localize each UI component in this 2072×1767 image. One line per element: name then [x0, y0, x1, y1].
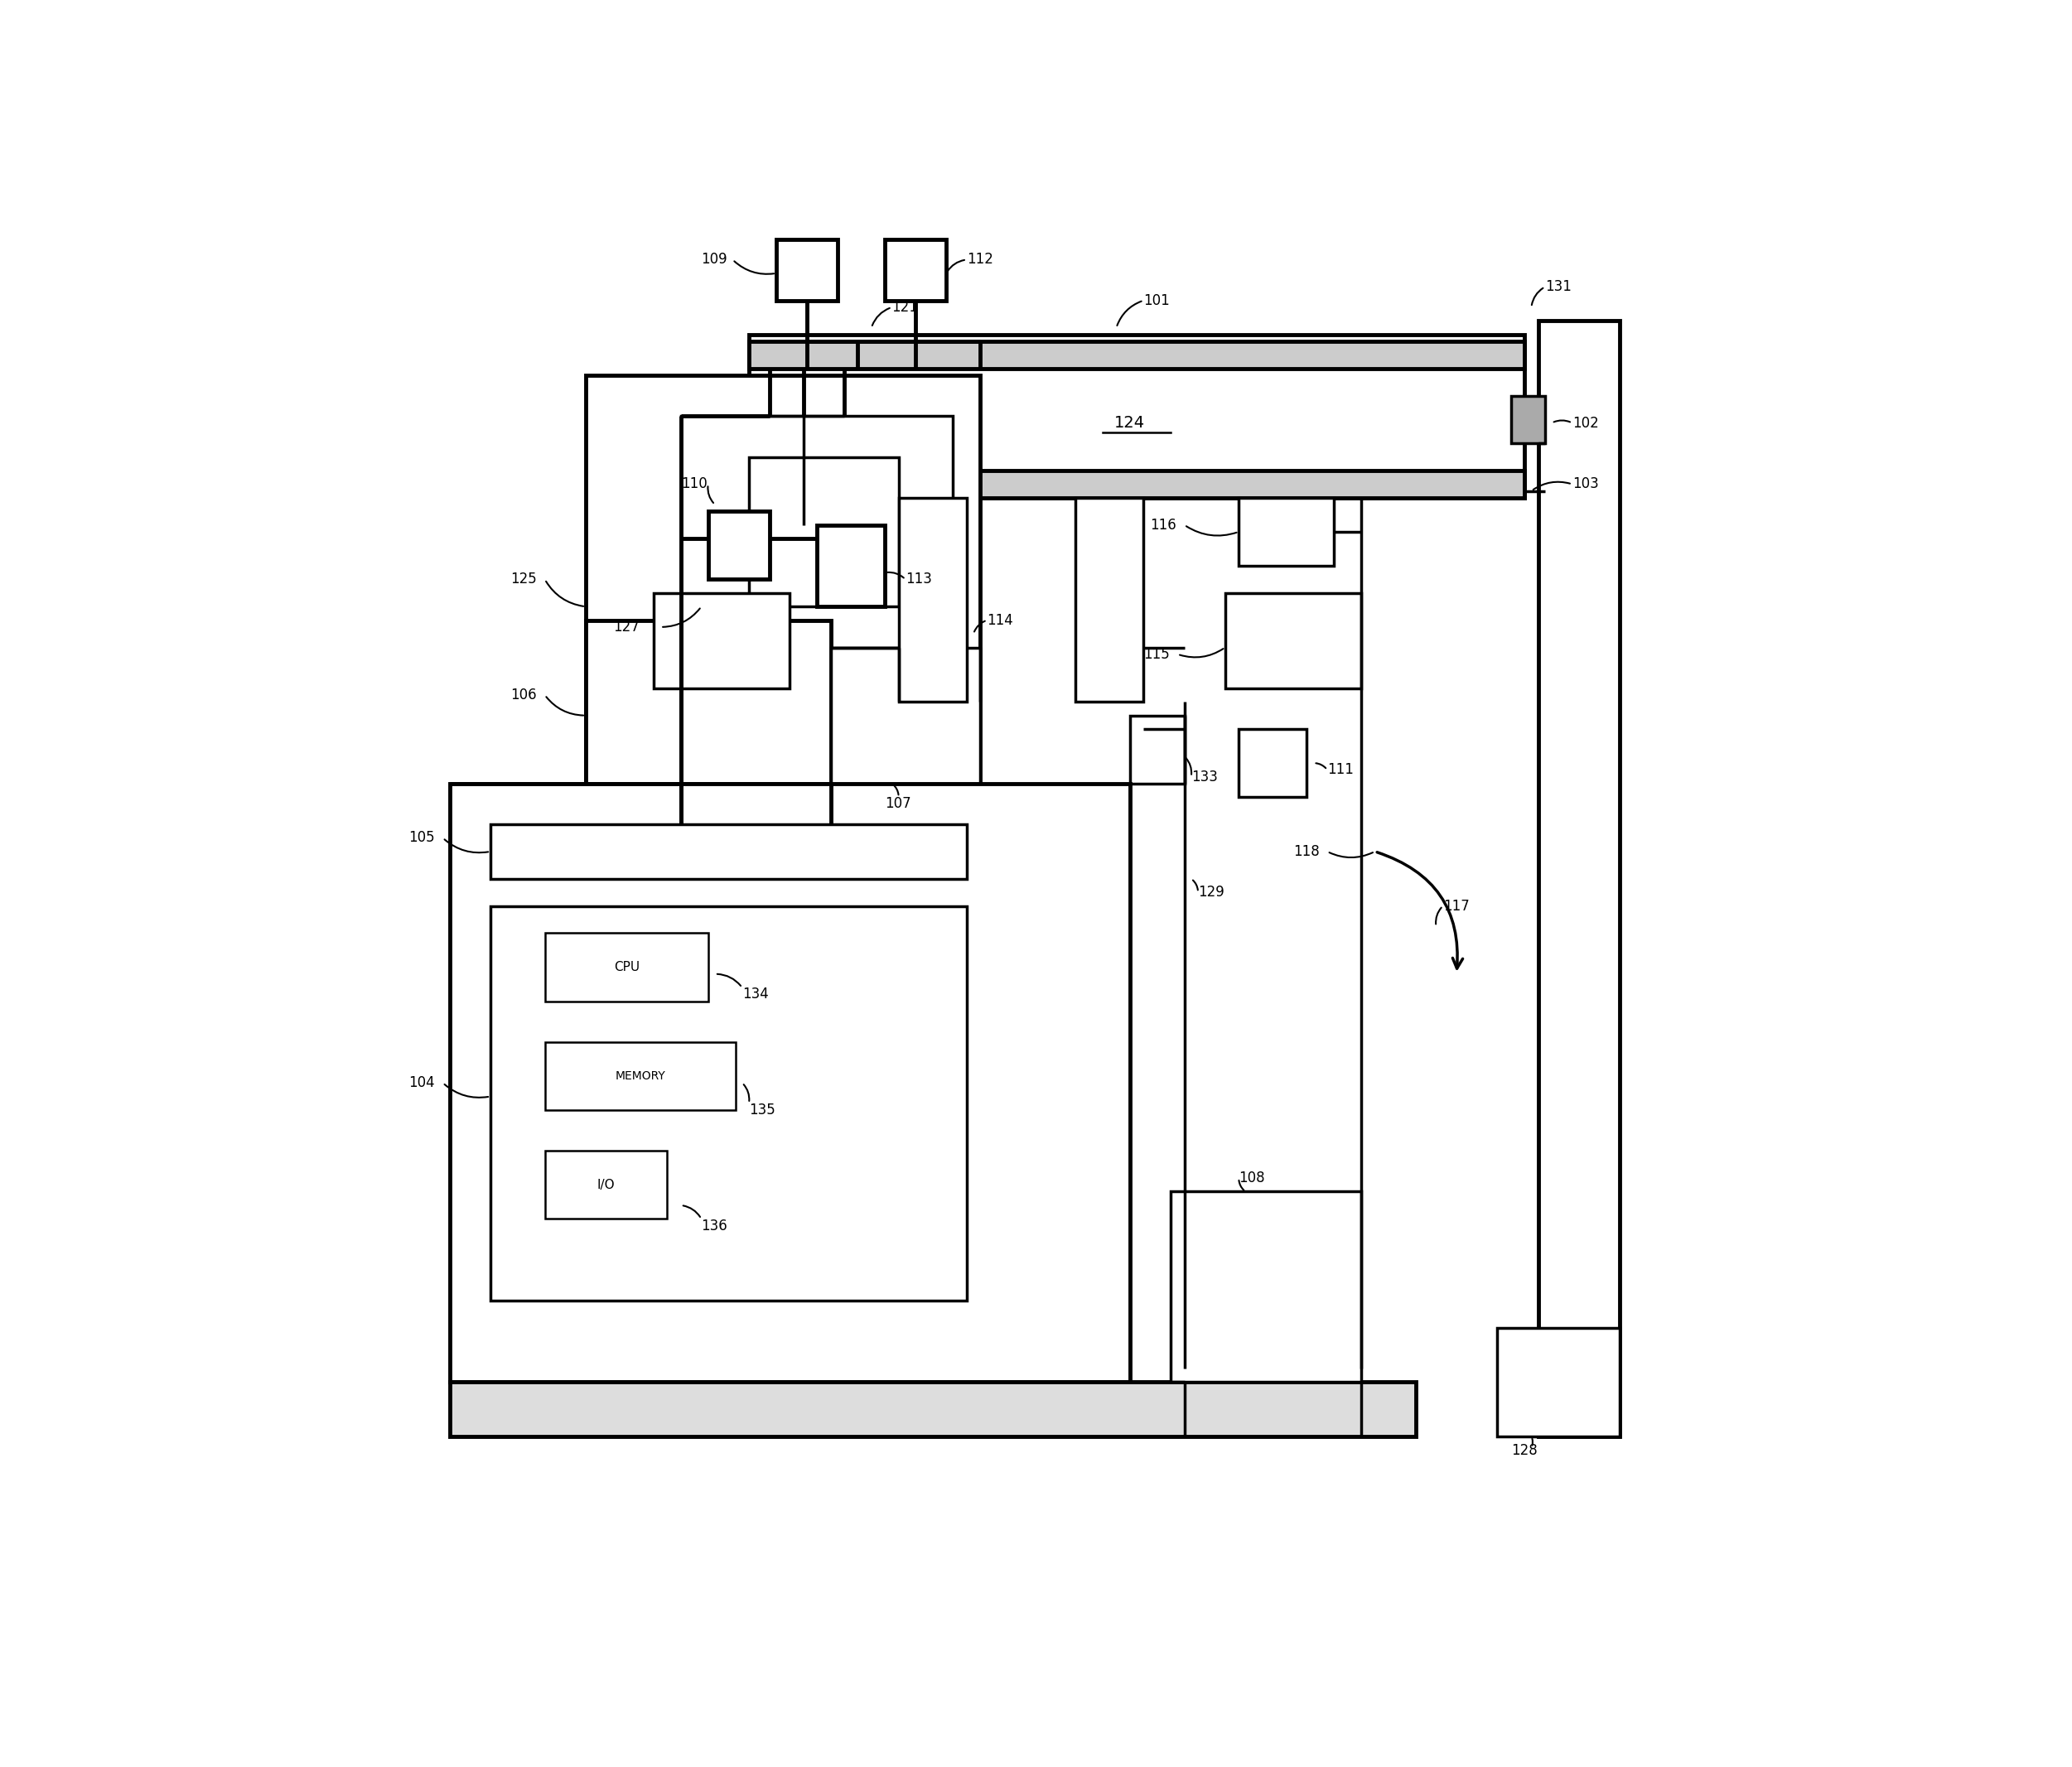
Text: 134: 134 — [742, 988, 769, 1002]
Bar — [1225, 594, 1361, 687]
Bar — [1537, 322, 1620, 1437]
Text: 117: 117 — [1442, 898, 1469, 914]
Text: 113: 113 — [905, 573, 932, 587]
Text: 135: 135 — [748, 1103, 775, 1117]
Bar — [545, 933, 709, 1002]
Text: 114: 114 — [986, 613, 1013, 627]
Bar — [491, 906, 968, 1301]
Text: 111: 111 — [1328, 762, 1353, 777]
Bar — [816, 525, 885, 606]
Text: 133: 133 — [1191, 769, 1218, 785]
Bar — [1498, 1327, 1620, 1437]
Bar — [1129, 716, 1185, 783]
Bar — [450, 1382, 1415, 1437]
Bar — [450, 783, 1129, 1382]
Text: 104: 104 — [408, 1076, 435, 1090]
Bar — [748, 334, 1525, 498]
Text: 103: 103 — [1573, 477, 1598, 491]
Text: 102: 102 — [1573, 415, 1598, 431]
Bar — [748, 458, 899, 606]
Text: 129: 129 — [1198, 885, 1225, 899]
Bar — [545, 1043, 736, 1110]
Text: 121: 121 — [891, 300, 918, 315]
Text: 110: 110 — [682, 477, 707, 491]
Bar — [831, 647, 980, 783]
Bar — [899, 498, 968, 701]
Bar — [682, 415, 953, 647]
Bar — [748, 470, 1525, 498]
Bar — [1171, 1191, 1361, 1382]
Text: 112: 112 — [968, 253, 992, 267]
Text: 106: 106 — [512, 687, 537, 703]
Bar — [748, 341, 1525, 369]
Text: 118: 118 — [1293, 845, 1320, 859]
Bar — [1075, 498, 1144, 701]
Text: 101: 101 — [1144, 293, 1171, 307]
Text: CPU: CPU — [613, 961, 640, 974]
Text: 124: 124 — [1115, 415, 1146, 431]
Text: 116: 116 — [1150, 518, 1177, 532]
Text: 136: 136 — [700, 1217, 727, 1233]
Text: 125: 125 — [512, 573, 537, 587]
Text: MEMORY: MEMORY — [615, 1071, 665, 1081]
Bar — [586, 620, 831, 783]
Bar — [885, 239, 947, 300]
Text: 108: 108 — [1239, 1170, 1266, 1186]
Bar — [1239, 730, 1307, 797]
Bar — [709, 511, 769, 580]
Text: 107: 107 — [885, 797, 912, 811]
Text: 109: 109 — [700, 253, 727, 267]
Text: I/O: I/O — [597, 1179, 615, 1191]
Bar — [1510, 396, 1546, 444]
Bar — [491, 823, 968, 878]
Bar — [777, 239, 837, 300]
Text: 115: 115 — [1144, 647, 1171, 661]
Bar — [653, 594, 789, 687]
Text: 105: 105 — [408, 830, 435, 845]
Text: 131: 131 — [1546, 279, 1571, 295]
Text: 127: 127 — [613, 620, 638, 634]
Bar — [545, 1150, 667, 1219]
Bar — [586, 375, 980, 783]
Bar — [1239, 498, 1334, 565]
Text: 128: 128 — [1510, 1442, 1537, 1458]
